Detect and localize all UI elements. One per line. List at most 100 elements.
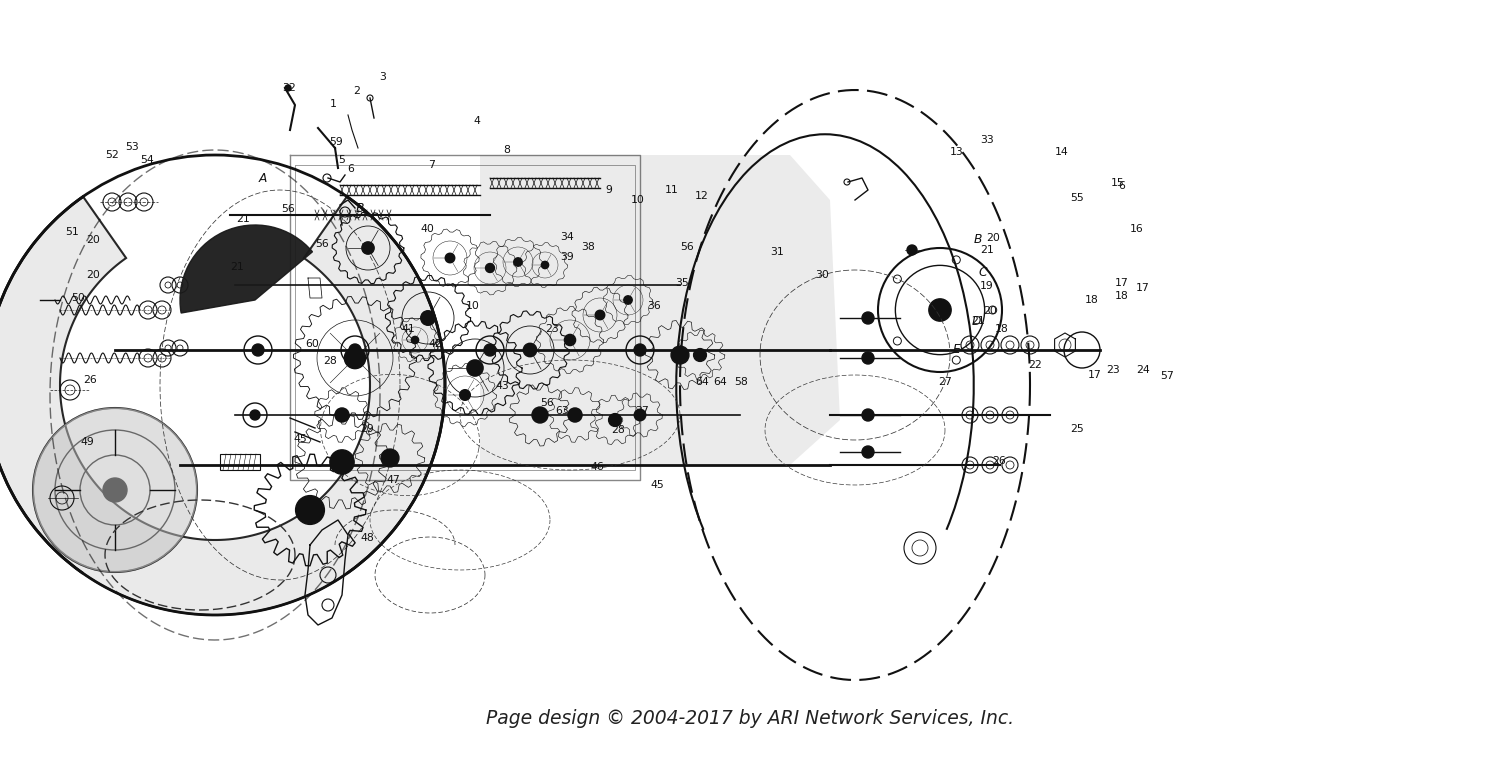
Text: 47: 47	[386, 475, 400, 485]
Text: 34: 34	[560, 231, 574, 242]
Circle shape	[624, 296, 632, 304]
Text: 27: 27	[938, 377, 952, 388]
Circle shape	[542, 261, 549, 269]
Text: 43: 43	[495, 380, 510, 391]
Text: 16: 16	[1130, 223, 1144, 234]
Circle shape	[862, 352, 874, 364]
Text: 21: 21	[236, 214, 250, 224]
Circle shape	[459, 389, 471, 400]
Circle shape	[862, 409, 874, 421]
Text: 10: 10	[630, 194, 645, 205]
Text: 49: 49	[80, 436, 94, 447]
Text: E: E	[952, 343, 962, 356]
Text: 46: 46	[590, 462, 604, 472]
Text: B: B	[356, 203, 364, 215]
Text: 28: 28	[322, 356, 338, 366]
Text: 39: 39	[560, 252, 574, 263]
Text: 45: 45	[650, 480, 664, 491]
Text: 10: 10	[465, 300, 480, 311]
Text: 25: 25	[1070, 423, 1084, 434]
Text: 3: 3	[380, 71, 386, 82]
Circle shape	[411, 336, 419, 343]
Circle shape	[568, 408, 582, 422]
Circle shape	[104, 478, 128, 502]
Text: 5: 5	[339, 154, 345, 165]
Text: 56: 56	[680, 242, 694, 253]
Text: 23: 23	[1106, 365, 1120, 376]
Text: 24: 24	[1136, 365, 1150, 376]
Circle shape	[446, 253, 454, 263]
Polygon shape	[480, 155, 840, 465]
Circle shape	[486, 263, 495, 273]
Text: A: A	[258, 172, 267, 184]
Circle shape	[514, 258, 522, 266]
Text: 4: 4	[474, 116, 480, 127]
Polygon shape	[0, 197, 446, 615]
Text: 6: 6	[1119, 180, 1125, 191]
Text: C: C	[978, 266, 987, 279]
Text: 38: 38	[580, 242, 596, 253]
Text: 20: 20	[986, 233, 1000, 243]
Text: 60: 60	[304, 339, 320, 349]
Text: D: D	[972, 315, 981, 327]
Circle shape	[634, 344, 646, 356]
Text: 52: 52	[105, 150, 120, 161]
Text: 20: 20	[86, 234, 100, 245]
Text: 55: 55	[1070, 193, 1084, 204]
Circle shape	[670, 346, 688, 364]
Text: 23: 23	[544, 323, 560, 334]
Text: 17: 17	[1136, 283, 1150, 293]
Text: 22: 22	[1028, 359, 1042, 370]
Text: 28: 28	[610, 425, 626, 435]
Text: 18: 18	[1114, 290, 1130, 301]
Text: 45: 45	[292, 434, 308, 445]
Circle shape	[334, 408, 350, 422]
Text: 21: 21	[970, 316, 986, 326]
Text: 6: 6	[348, 164, 354, 174]
Circle shape	[596, 310, 604, 319]
Circle shape	[251, 410, 260, 420]
Circle shape	[908, 245, 916, 255]
Circle shape	[296, 495, 324, 525]
Text: 58: 58	[734, 377, 748, 388]
Text: 57: 57	[1160, 371, 1174, 382]
Text: 48: 48	[360, 532, 375, 543]
Text: 17: 17	[1088, 369, 1102, 380]
Text: 21: 21	[230, 262, 244, 273]
Text: 1: 1	[330, 98, 336, 109]
Text: 12: 12	[694, 190, 709, 201]
Circle shape	[362, 242, 374, 254]
Text: 8: 8	[504, 144, 510, 155]
Text: B: B	[974, 233, 982, 246]
Text: 64: 64	[712, 377, 728, 388]
Text: 35: 35	[675, 277, 690, 288]
Circle shape	[862, 446, 874, 458]
Circle shape	[420, 311, 435, 326]
Text: 51: 51	[64, 227, 80, 237]
Text: 20: 20	[982, 306, 998, 316]
Circle shape	[466, 360, 483, 376]
Text: 19: 19	[980, 280, 994, 291]
Circle shape	[609, 414, 621, 426]
Circle shape	[564, 334, 576, 346]
Text: 21: 21	[980, 244, 994, 255]
Text: Page design © 2004-2017 by ARI Network Services, Inc.: Page design © 2004-2017 by ARI Network S…	[486, 709, 1014, 727]
Text: 20: 20	[86, 270, 100, 280]
Circle shape	[484, 344, 496, 356]
Circle shape	[862, 312, 874, 324]
Text: 54: 54	[140, 154, 154, 165]
Text: 40: 40	[420, 223, 435, 234]
Text: 15: 15	[1110, 177, 1125, 188]
Text: 33: 33	[980, 134, 994, 145]
Circle shape	[33, 408, 197, 572]
Text: 50: 50	[70, 293, 86, 303]
Text: 32: 32	[282, 83, 297, 94]
Circle shape	[524, 343, 537, 356]
Text: 7: 7	[429, 160, 435, 170]
Circle shape	[285, 85, 291, 91]
Text: 2: 2	[354, 85, 360, 96]
Text: 9: 9	[606, 185, 612, 196]
Circle shape	[532, 407, 548, 423]
Circle shape	[634, 409, 646, 421]
Text: 56: 56	[280, 204, 296, 214]
